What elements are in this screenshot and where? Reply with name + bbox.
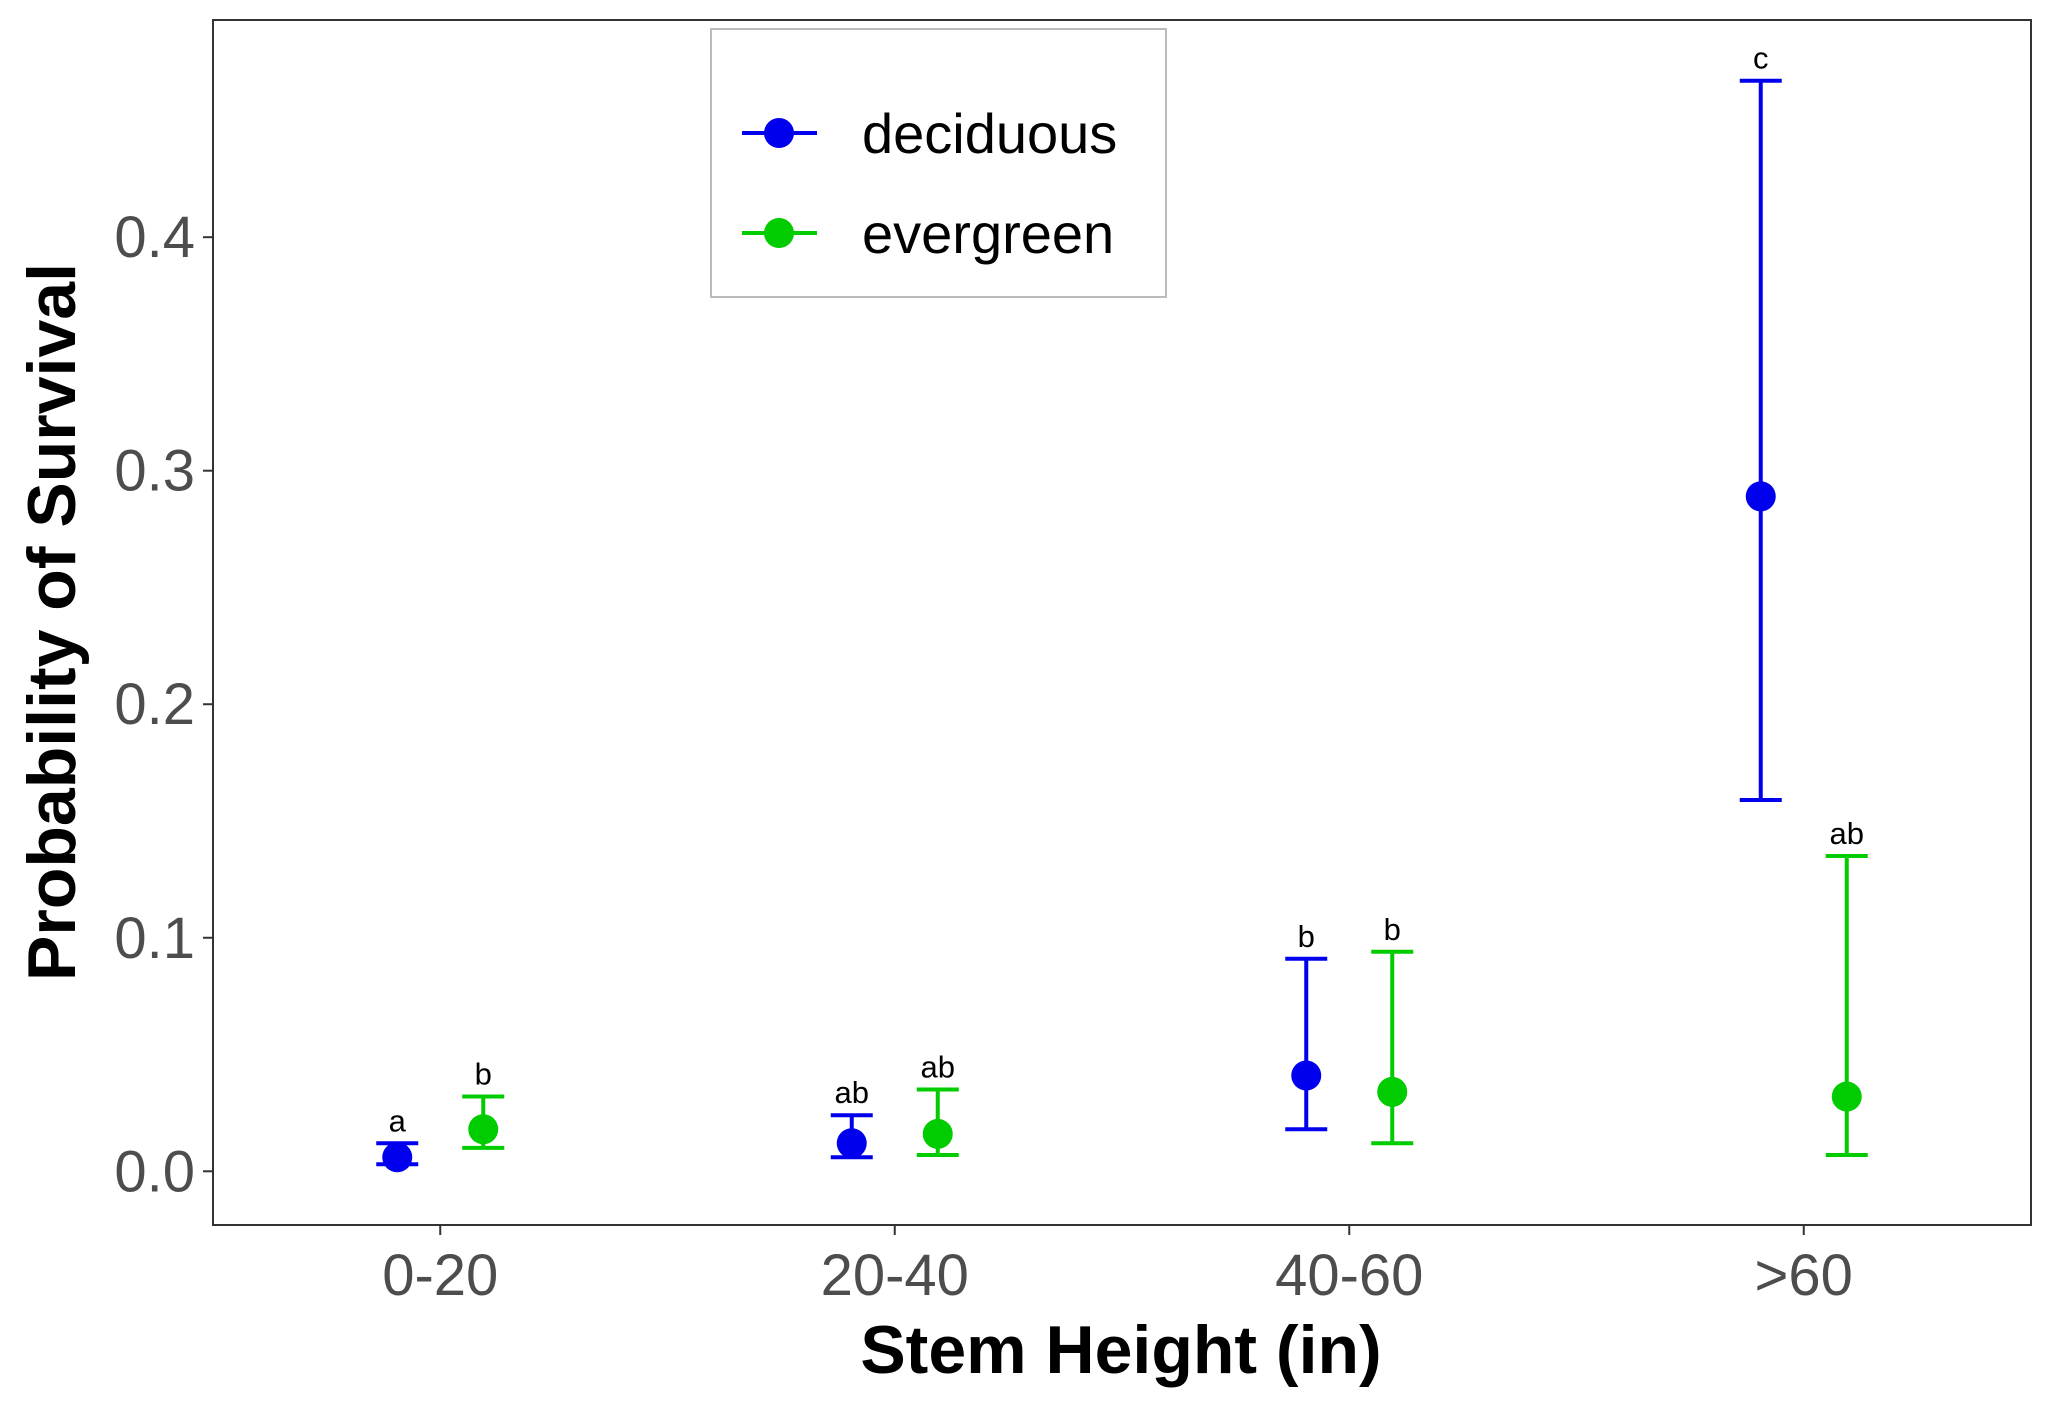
data-marks [376,78,1868,1173]
y-axis-title: Probability of Survival [14,263,90,981]
errorbar-deciduous [1285,956,1328,1132]
point-evergreen [922,1118,953,1149]
significance-letter: b [1384,912,1401,947]
y-tick-label: 0.3 [114,439,195,504]
point-deciduous [382,1142,413,1173]
legend-label-deciduous: deciduous [862,102,1117,165]
significance-letter: b [475,1057,492,1092]
significance-letter: ab [1830,816,1864,851]
errorbar-evergreen [1371,949,1414,1146]
significance-letter: a [389,1103,407,1138]
point-deciduous [1745,481,1776,512]
x-axis: 0-20 20-40 40-60 >60 [382,1225,1853,1308]
legend-key-point-evergreen [764,218,794,248]
errorbar-deciduous [1739,78,1782,802]
x-tick-label: 0-20 [382,1243,498,1308]
legend: deciduous evergreen [710,28,1167,298]
y-tick-label: 0.4 [114,205,195,270]
legend-box [710,28,1167,298]
point-evergreen [1377,1076,1408,1107]
legend-key-point-deciduous [764,118,794,148]
x-tick-label: 20-40 [821,1243,969,1308]
x-tick-label: 40-60 [1275,1243,1423,1308]
significance-letter: ab [835,1075,869,1110]
y-tick-label: 0.1 [114,906,195,971]
point-deciduous [836,1128,867,1159]
significance-letter: ab [921,1050,955,1085]
significance-letters: a ab b c b ab b ab [389,41,1864,1139]
point-deciduous [1291,1060,1322,1091]
plot-panel-border [212,19,2032,1226]
significance-letter: c [1753,41,1769,76]
y-axis: 0.0 0.1 0.2 0.3 0.4 [114,205,213,1204]
point-evergreen [1831,1081,1862,1112]
x-tick-label: >60 [1755,1243,1853,1308]
x-axis-title: Stem Height (in) [860,1312,1381,1388]
y-tick-label: 0.0 [114,1139,195,1204]
significance-letter: b [1298,919,1315,954]
point-evergreen [468,1114,499,1145]
legend-label-evergreen: evergreen [862,202,1114,265]
y-tick-label: 0.2 [114,672,195,737]
